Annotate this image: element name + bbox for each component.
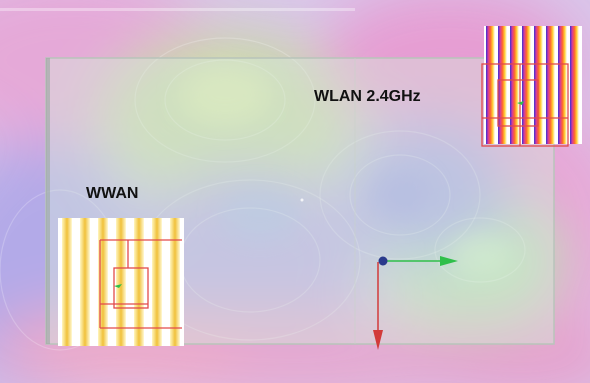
wwan-label: WWAN	[86, 185, 139, 202]
wwan-antenna	[58, 218, 184, 346]
y-axis-arrowhead	[373, 330, 383, 350]
x-axis-arrowhead	[440, 256, 458, 266]
axis-origin	[378, 256, 388, 266]
wlan-label: WLAN 2.4GHz	[314, 88, 421, 105]
coordinate-axes	[373, 256, 458, 350]
wlan-antenna	[481, 26, 582, 147]
wwan-antenna-stripes	[62, 218, 180, 346]
